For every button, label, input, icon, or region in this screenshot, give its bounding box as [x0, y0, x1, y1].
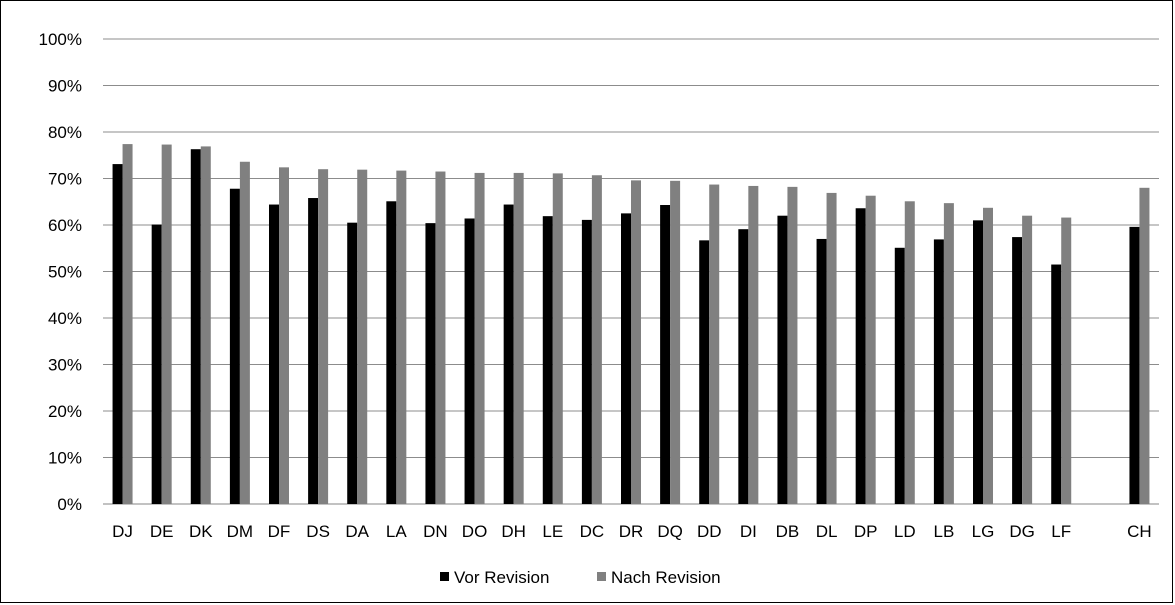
bar-nach-revision: [983, 207, 993, 505]
x-tick-label: LB: [933, 522, 954, 541]
bar-nach-revision: [552, 173, 563, 504]
bar-nach-revision: [670, 180, 681, 504]
y-tick-label: 10%: [48, 449, 82, 468]
x-tick-label: DO: [462, 522, 488, 541]
bar-nach-revision: [631, 180, 641, 505]
x-tick-label: DI: [740, 522, 757, 541]
legend-label: Vor Revision: [454, 568, 549, 587]
x-tick-label: DS: [306, 522, 330, 541]
y-tick-label: 30%: [48, 356, 82, 375]
bar-nach-revision: [357, 169, 368, 505]
bar-nach-revision: [826, 192, 837, 505]
bar-nach-revision: [318, 169, 329, 504]
bar-nach-revision: [865, 195, 876, 504]
bar-nach-revision: [1061, 217, 1072, 504]
bar-vor-revision: [933, 239, 944, 505]
bar-vor-revision: [1012, 237, 1023, 504]
bar-nach-revision: [904, 201, 915, 504]
bar-nach-revision: [709, 184, 720, 505]
x-tick-label: DP: [854, 522, 878, 541]
legend: Vor Revision Nach Revision: [440, 568, 721, 587]
bar-vor-revision: [699, 240, 710, 504]
x-tick-label: DC: [580, 522, 605, 541]
y-axis-ticks: 0% 10% 20% 30% 40% 50% 60% 70% 80% 90% 100%: [39, 30, 82, 514]
bar-nach-revision: [1139, 187, 1150, 505]
bar-vor-revision: [425, 223, 436, 504]
bar-vor-revision: [777, 215, 788, 504]
x-tick-label: DL: [816, 522, 838, 541]
x-axis-ticks: DJ DE DK DM DF DS DA LA DN DO DH LE DC DR DQ DD DI DB DL DP…: [112, 522, 1152, 541]
x-tick-label: DE: [150, 522, 174, 541]
bar-vor-revision: [386, 201, 397, 504]
bar-nach-revision: [396, 170, 407, 504]
x-tick-label: CH: [1127, 522, 1152, 541]
bar-nach-revision: [279, 167, 289, 504]
bar-vor-revision: [660, 205, 671, 504]
bar-vor-revision: [464, 218, 475, 505]
x-tick-label: LD: [894, 522, 916, 541]
bar-nach-revision: [435, 171, 446, 504]
y-tick-label: 20%: [48, 402, 82, 421]
x-tick-label: DR: [619, 522, 644, 541]
x-tick-label: LF: [1051, 522, 1071, 541]
x-tick-label: DJ: [112, 522, 133, 541]
bar-vor-revision: [542, 216, 553, 505]
y-tick-label: 40%: [48, 309, 82, 328]
x-tick-label: DB: [776, 522, 800, 541]
bar-vor-revision: [190, 149, 201, 504]
bar-nach-revision: [943, 203, 954, 504]
y-tick-label: 90%: [48, 77, 82, 96]
bar-nach-revision: [474, 172, 485, 505]
bar-vor-revision: [738, 229, 749, 504]
bar-vor-revision: [855, 208, 866, 504]
bar-vor-revision: [151, 224, 162, 504]
x-tick-label: LE: [542, 522, 563, 541]
y-tick-label: 80%: [48, 123, 82, 142]
bar-nach-revision: [1022, 215, 1033, 504]
bar-vor-revision: [894, 247, 905, 504]
x-tick-label: DQ: [657, 522, 683, 541]
bar-vor-revision: [1129, 226, 1140, 505]
x-tick-label: DM: [227, 522, 253, 541]
y-tick-label: 0%: [57, 495, 82, 514]
legend-swatch: [440, 572, 449, 581]
x-tick-label: DG: [1009, 522, 1035, 541]
x-tick-label: DA: [345, 522, 369, 541]
bar-vor-revision: [1051, 264, 1062, 504]
bar-vor-revision: [621, 213, 631, 504]
y-tick-label: 50%: [48, 263, 82, 282]
bar-nach-revision: [161, 144, 172, 504]
bar-vor-revision: [308, 198, 319, 504]
legend-label: Nach Revision: [611, 568, 721, 587]
bar-vor-revision: [347, 222, 358, 505]
y-tick-label: 100%: [39, 30, 82, 49]
bar-nach-revision: [591, 175, 602, 504]
bar-vor-revision: [112, 164, 123, 504]
bar-nach-revision: [787, 186, 798, 504]
bar-vor-revision: [229, 188, 240, 505]
x-tick-label: LG: [972, 522, 995, 541]
bar-nach-revision: [122, 144, 133, 504]
x-tick-label: DK: [189, 522, 213, 541]
bars: [112, 144, 1150, 505]
bar-nach-revision: [200, 146, 211, 505]
x-tick-label: LA: [386, 522, 407, 541]
y-tick-label: 70%: [48, 170, 82, 189]
bar-nach-revision: [748, 185, 759, 504]
bar-vor-revision: [973, 220, 983, 504]
legend-swatch: [597, 572, 606, 581]
x-tick-label: DN: [423, 522, 448, 541]
y-tick-label: 60%: [48, 216, 82, 235]
x-tick-label: DF: [268, 522, 291, 541]
x-tick-label: DD: [697, 522, 722, 541]
bar-vor-revision: [581, 219, 592, 504]
bar-vor-revision: [816, 238, 827, 504]
bar-nach-revision: [239, 161, 250, 504]
bar-vor-revision: [503, 204, 514, 505]
bar-nach-revision: [513, 172, 524, 505]
x-tick-label: DH: [501, 522, 526, 541]
bar-vor-revision: [269, 204, 279, 505]
